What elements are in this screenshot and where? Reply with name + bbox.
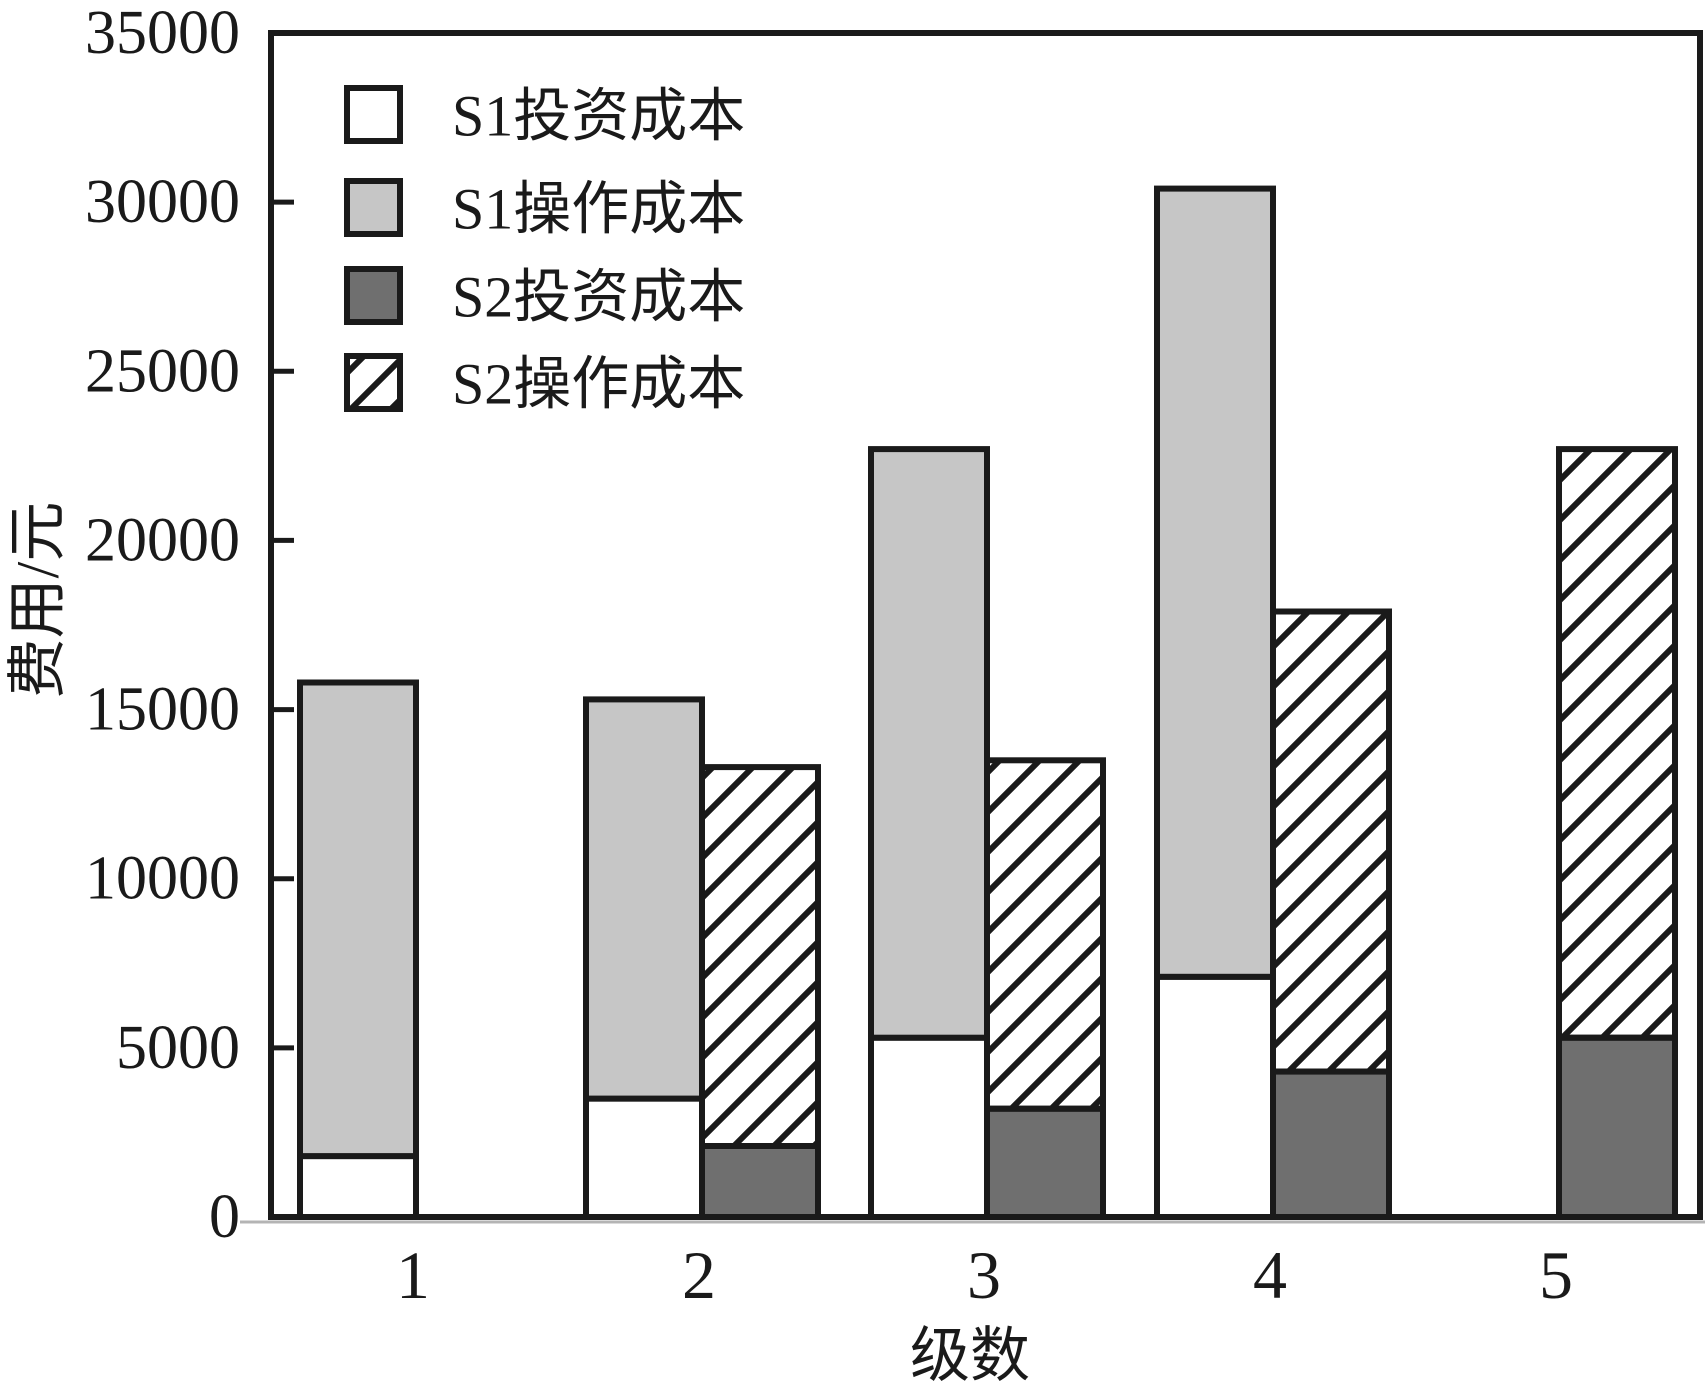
- x-tick-label-4: 4: [1253, 1237, 1287, 1313]
- bar-cat5-s2-invest-segment: [1556, 1034, 1678, 1220]
- legend-swatch-s1-invest: [344, 85, 403, 144]
- x-tick-label-3: 3: [967, 1237, 1001, 1313]
- bars-layer: [297, 185, 1678, 1220]
- y-axis-title: 费用/元: [5, 502, 71, 699]
- bar-cat3-s1-oper-segment: [868, 446, 990, 1041]
- legend-swatch-s1-oper: [344, 178, 403, 237]
- legend-swatch-s2-invest: [344, 266, 403, 325]
- y-tick-label-0: 0: [209, 1183, 240, 1251]
- bar-cat5-s2-oper-segment: [1556, 446, 1678, 1041]
- x-tick-label-1: 1: [396, 1237, 430, 1313]
- bar-cat2-s2-oper-segment: [699, 764, 821, 1149]
- bar-cat4-s2-invest-segment: [1270, 1068, 1392, 1220]
- legend-label-s1-invest: S1投资成本: [452, 84, 745, 149]
- bar-cat3-s2-oper-segment: [984, 757, 1106, 1112]
- x-axis-title: 级数: [910, 1323, 1030, 1389]
- legend: S1投资成本 S1操作成本 S2投资成本 S2操作成本: [344, 84, 745, 417]
- y-tick-label-20000: 20000: [85, 506, 240, 574]
- bar-cat1-s1-oper-segment: [297, 679, 419, 1160]
- legend-label-s2-oper: S2操作成本: [452, 352, 745, 417]
- y-tick-label-15000: 15000: [85, 676, 240, 744]
- x-tick-label-2: 2: [682, 1237, 716, 1313]
- bar-cat4-s1-invest-segment: [1154, 973, 1276, 1220]
- plot-frame: [268, 30, 1703, 1220]
- y-axis-ticks: [271, 199, 294, 1051]
- y-tick-label-25000: 25000: [85, 337, 240, 405]
- bar-cat1-s1-invest-segment: [297, 1153, 419, 1220]
- axis-tick-labels: 0 5000 10000 15000 20000 25000 30000 35000 1 2 3 4 5: [85, 0, 1573, 1313]
- y-tick-label-5000: 5000: [116, 1014, 240, 1082]
- bar-cat4-s2-oper-segment: [1270, 608, 1392, 1075]
- legend-swatch-s2-oper-border: [344, 353, 403, 412]
- legend-label-s2-invest: S2投资成本: [452, 265, 745, 330]
- bar-cat3-s1-invest-segment: [868, 1034, 990, 1220]
- y-tick-label-30000: 30000: [85, 168, 240, 236]
- y-tick-label-35000: 35000: [85, 0, 240, 67]
- bar-cat3-s2-invest-segment: [984, 1105, 1106, 1220]
- y-tick-label-10000: 10000: [85, 845, 240, 913]
- x-tick-label-5: 5: [1539, 1237, 1573, 1313]
- bar-cat4-s1-oper-segment: [1154, 185, 1276, 980]
- bar-cat2-s1-oper-segment: [583, 696, 705, 1102]
- bar-cat2-s2-invest-segment: [699, 1143, 821, 1220]
- legend-label-s1-oper: S1操作成本: [452, 177, 745, 242]
- legend-swatch-s2-oper: [344, 353, 403, 412]
- bar-cat2-s1-invest-segment: [583, 1095, 705, 1220]
